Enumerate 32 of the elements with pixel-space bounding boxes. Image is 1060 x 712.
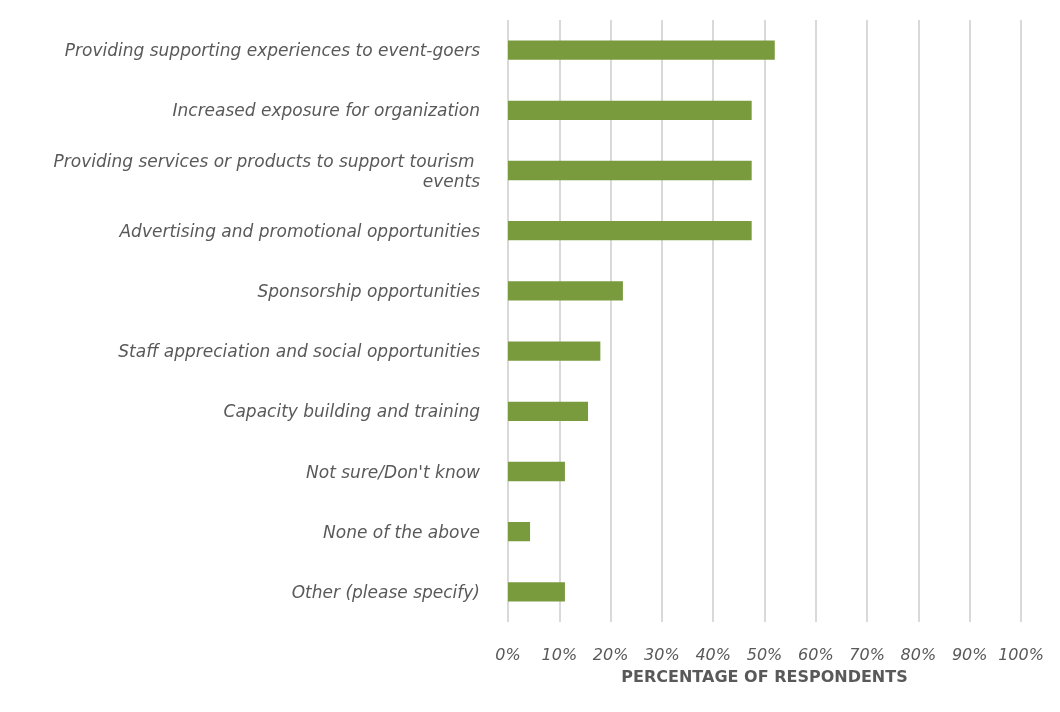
x-tick-label: 0% [495,644,521,664]
x-tick-label: 40% [695,644,731,664]
y-tick-label: Increased exposure for organization [172,100,480,121]
x-tick-label: 50% [746,644,783,664]
y-tick-label: Capacity building and training [223,401,481,422]
bar [508,100,752,120]
bar [508,281,623,301]
bar [508,341,601,361]
x-axis-title: PERCENTAGE OF RESPONDENTS [621,666,908,686]
x-tick-label: 70% [849,644,885,664]
bar [508,401,589,421]
x-tick-label: 20% [592,644,629,664]
x-tick-label: 60% [798,644,834,664]
y-tick-label: Other (please specify) [291,581,480,602]
y-tick-label: Advertising and promotional opportunities [118,220,481,241]
x-tick-label: 30% [644,644,680,664]
y-tick-label: Staff appreciation and social opportunities [118,341,481,362]
y-tick-label: Not sure/Don't know [306,461,481,482]
bar [508,40,775,60]
bar [508,160,752,181]
x-tick-label: 90% [951,644,988,664]
y-tick-label: None of the above [323,521,480,542]
bar [508,522,531,542]
bar [508,582,565,602]
x-tick-label: 10% [541,644,578,664]
y-tick-label: Providing supporting experiences to event-goers [64,40,481,61]
x-tick-label: 100% [998,644,1044,664]
y-tick-label: Providing services or products to support tourism events [53,150,481,191]
bar [508,461,565,482]
bar [508,221,752,241]
x-tick-label: 80% [900,644,937,664]
y-tick-label: Sponsorship opportunities [257,280,481,301]
